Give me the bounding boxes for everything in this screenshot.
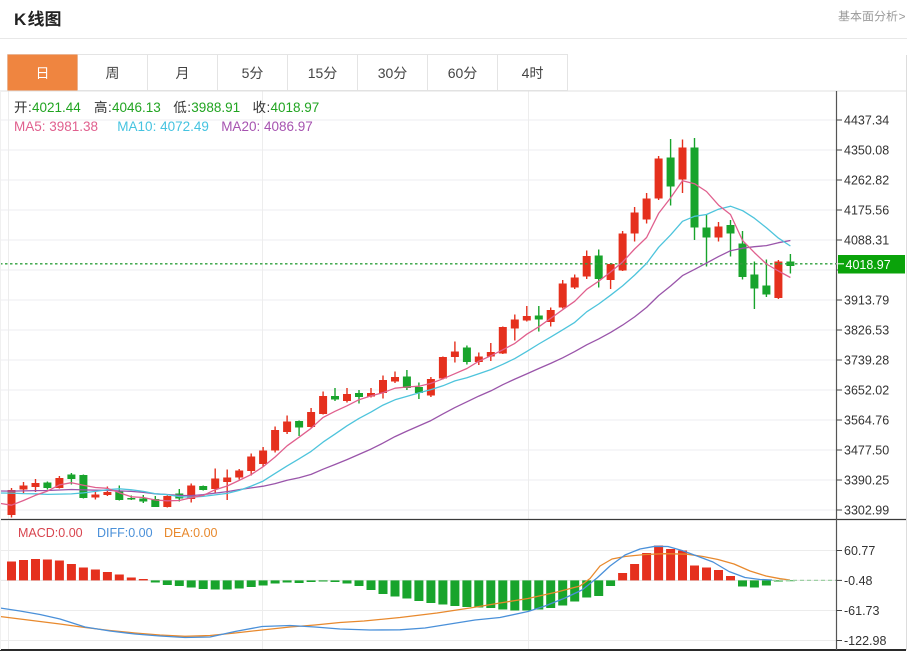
svg-text:DEA:0.00: DEA:0.00 xyxy=(164,526,218,540)
svg-text:30: 30 xyxy=(378,65,394,81)
svg-text:4262.82: 4262.82 xyxy=(844,174,889,188)
svg-text:-122.98: -122.98 xyxy=(844,634,886,648)
svg-text:4046.13: 4046.13 xyxy=(112,100,161,115)
svg-text:4021.44: 4021.44 xyxy=(32,100,81,115)
svg-text::: : xyxy=(28,100,32,115)
svg-text:3477.50: 3477.50 xyxy=(844,444,889,458)
svg-text::: : xyxy=(267,100,271,115)
svg-text:4018.97: 4018.97 xyxy=(846,258,891,272)
svg-text:3913.79: 3913.79 xyxy=(844,294,889,308)
svg-text:3739.28: 3739.28 xyxy=(844,354,889,368)
svg-text:>: > xyxy=(899,10,906,24)
svg-text:3826.53: 3826.53 xyxy=(844,324,889,338)
svg-text:3652.02: 3652.02 xyxy=(844,384,889,398)
svg-text:DIFF:0.00: DIFF:0.00 xyxy=(97,526,153,540)
svg-text:15: 15 xyxy=(308,65,324,81)
svg-text:MA20: 4086.97: MA20: 4086.97 xyxy=(221,119,313,134)
svg-text:4437.34: 4437.34 xyxy=(844,114,889,128)
svg-text:5: 5 xyxy=(242,65,250,81)
svg-text:4018.97: 4018.97 xyxy=(271,100,320,115)
svg-text:4: 4 xyxy=(522,65,530,81)
svg-text:60.77: 60.77 xyxy=(844,544,875,558)
svg-text:4350.08: 4350.08 xyxy=(844,144,889,158)
svg-text:4175.56: 4175.56 xyxy=(844,204,889,218)
svg-text:4088.31: 4088.31 xyxy=(844,234,889,248)
svg-text:3390.25: 3390.25 xyxy=(844,474,889,488)
svg-text:-61.73: -61.73 xyxy=(844,604,879,618)
svg-text:60: 60 xyxy=(448,65,464,81)
svg-text:MACD:0.00: MACD:0.00 xyxy=(18,526,83,540)
svg-text:MA10: 4072.49: MA10: 4072.49 xyxy=(117,119,209,134)
svg-text:K: K xyxy=(14,10,27,29)
svg-text::: : xyxy=(108,100,112,115)
svg-text:3302.99: 3302.99 xyxy=(844,504,889,518)
svg-text::: : xyxy=(187,100,191,115)
svg-text:3988.91: 3988.91 xyxy=(191,100,240,115)
svg-text:3564.76: 3564.76 xyxy=(844,414,889,428)
svg-text:-0.48: -0.48 xyxy=(844,574,873,588)
svg-text:MA5: 3981.38: MA5: 3981.38 xyxy=(14,119,98,134)
